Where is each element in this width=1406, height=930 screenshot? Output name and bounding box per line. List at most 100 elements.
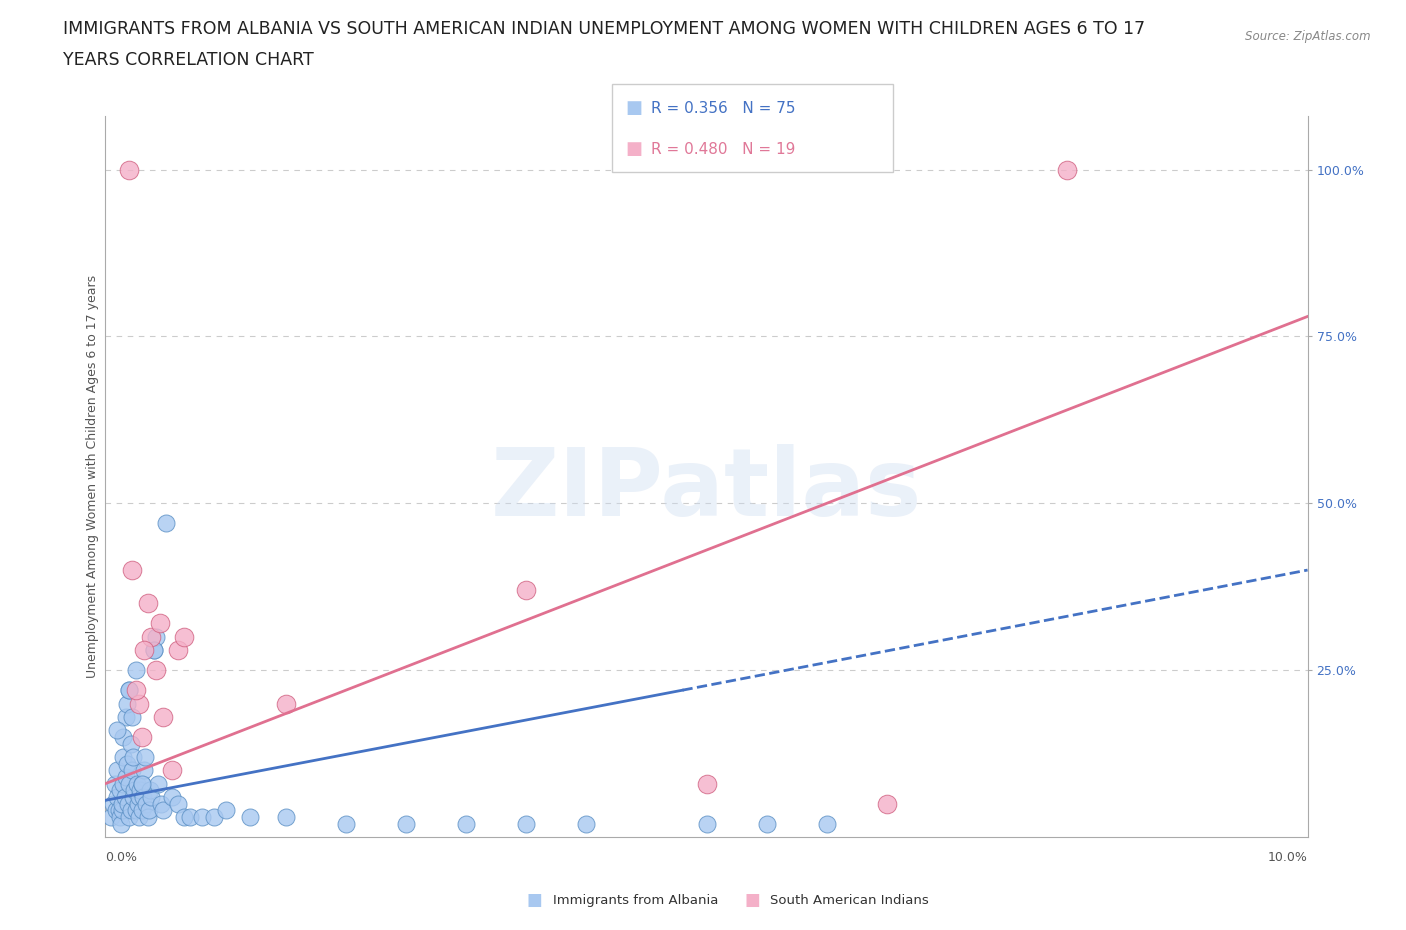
Point <box>120 737 142 751</box>
Point <box>202 809 225 824</box>
Point <box>142 643 165 658</box>
Point <box>124 663 146 678</box>
Point <box>274 809 297 824</box>
Point <box>145 663 167 678</box>
Text: YEARS CORRELATION CHART: YEARS CORRELATION CHART <box>63 51 314 69</box>
Point <box>132 643 155 658</box>
Point <box>166 643 188 658</box>
Point <box>122 790 145 804</box>
Text: R = 0.356   N = 75: R = 0.356 N = 75 <box>651 101 796 116</box>
Point <box>160 763 183 777</box>
Point <box>190 809 212 824</box>
Point <box>114 790 136 804</box>
Text: 10.0%: 10.0% <box>1268 851 1308 864</box>
Point <box>214 803 236 817</box>
Text: Source: ZipAtlas.com: Source: ZipAtlas.com <box>1246 30 1371 43</box>
Point <box>696 817 718 831</box>
Point <box>129 783 152 798</box>
Point <box>239 809 262 824</box>
Point <box>112 729 135 744</box>
Point <box>128 790 150 804</box>
Point <box>118 683 141 698</box>
Point <box>128 809 150 824</box>
Text: ■: ■ <box>526 891 543 910</box>
Point <box>515 817 537 831</box>
Point <box>142 643 165 658</box>
Point <box>105 803 128 817</box>
Point <box>115 756 138 771</box>
Point <box>160 790 183 804</box>
Point <box>876 796 898 811</box>
Point <box>456 817 478 831</box>
Point <box>136 596 159 611</box>
Point <box>112 777 135 791</box>
Point <box>122 750 145 764</box>
Text: South American Indians: South American Indians <box>770 894 929 907</box>
Text: ■: ■ <box>626 100 643 117</box>
Point <box>815 817 838 831</box>
Point <box>152 803 174 817</box>
Point <box>136 809 159 824</box>
Point <box>124 783 146 798</box>
Point <box>111 803 134 817</box>
Point <box>112 750 135 764</box>
Point <box>121 563 143 578</box>
Point <box>111 796 134 811</box>
Text: IMMIGRANTS FROM ALBANIA VS SOUTH AMERICAN INDIAN UNEMPLOYMENT AMONG WOMEN WITH C: IMMIGRANTS FROM ALBANIA VS SOUTH AMERICA… <box>63 20 1146 38</box>
Point <box>107 790 129 804</box>
Point <box>134 750 156 764</box>
Point <box>145 630 167 644</box>
Point <box>1056 162 1078 177</box>
Point <box>115 769 138 784</box>
Point <box>148 777 170 791</box>
Point <box>139 790 162 804</box>
Point <box>118 162 141 177</box>
Point <box>152 710 174 724</box>
Point <box>179 809 201 824</box>
Point <box>395 817 418 831</box>
Point <box>124 803 146 817</box>
Point <box>118 777 141 791</box>
Point <box>166 796 188 811</box>
Point <box>131 777 153 791</box>
Point <box>515 582 537 597</box>
Point <box>155 516 177 531</box>
Point <box>274 696 297 711</box>
Text: Immigrants from Albania: Immigrants from Albania <box>553 894 718 907</box>
Point <box>148 616 170 631</box>
Point <box>139 783 162 798</box>
Point <box>755 817 778 831</box>
Point <box>131 803 153 817</box>
Point <box>132 790 155 804</box>
Point <box>131 777 153 791</box>
Point <box>104 777 127 791</box>
Point <box>335 817 357 831</box>
Point <box>149 796 172 811</box>
Point <box>108 783 131 798</box>
Point <box>101 796 124 811</box>
Point <box>125 777 148 791</box>
Text: R = 0.480   N = 19: R = 0.480 N = 19 <box>651 141 796 156</box>
Text: ■: ■ <box>626 140 643 158</box>
Point <box>135 796 157 811</box>
Text: 0.0%: 0.0% <box>105 851 138 864</box>
Point <box>107 723 129 737</box>
Point <box>120 803 142 817</box>
Point <box>107 763 129 777</box>
Point <box>124 683 146 698</box>
Point <box>117 796 139 811</box>
Point <box>696 777 718 791</box>
Point <box>128 696 150 711</box>
Point <box>110 817 132 831</box>
Point <box>115 696 138 711</box>
Point <box>121 763 143 777</box>
Point <box>115 710 138 724</box>
Point <box>139 630 162 644</box>
Point <box>575 817 598 831</box>
Point <box>107 803 129 817</box>
Point <box>173 809 195 824</box>
Text: ■: ■ <box>744 891 761 910</box>
Point <box>132 763 155 777</box>
Y-axis label: Unemployment Among Women with Children Ages 6 to 17 years: Unemployment Among Women with Children A… <box>86 275 98 678</box>
Point <box>127 796 149 811</box>
